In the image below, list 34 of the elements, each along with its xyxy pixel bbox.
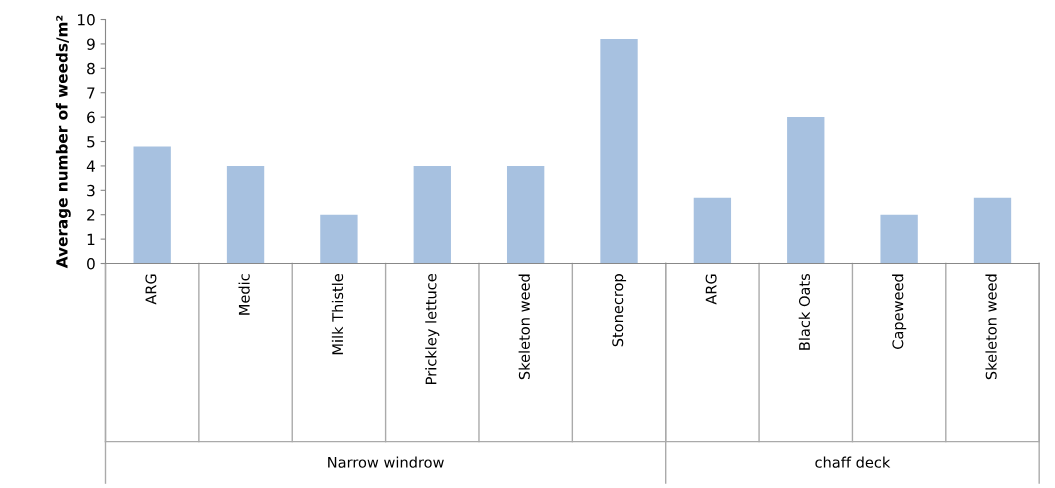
y-tick-label: 5 xyxy=(87,136,95,148)
bar xyxy=(226,165,265,264)
x-tick-label: Milk Thistle xyxy=(331,274,344,355)
bar xyxy=(693,197,732,264)
y-tick-label: 3 xyxy=(87,184,95,197)
y-tick-label: 1 xyxy=(87,233,95,245)
y-tick-label: 2 xyxy=(87,209,95,221)
x-tick-label: Prickley lettuce xyxy=(425,274,440,384)
text: chaff deck xyxy=(815,456,891,468)
bar xyxy=(506,165,545,264)
y-tick-label: 6 xyxy=(87,111,95,124)
bar xyxy=(973,197,1012,264)
bar xyxy=(413,165,451,264)
x-tick-label: ARG xyxy=(145,274,157,305)
x-tick-label: Capeweed xyxy=(892,274,907,349)
bar xyxy=(787,117,825,264)
bar xyxy=(880,214,918,264)
x-tick-label: Black Oats xyxy=(798,273,810,350)
x-tick-label: Skeleton weed xyxy=(985,274,997,380)
x-tick-label: ARG xyxy=(705,274,717,305)
y-axis-title: Average number of weeds/m² xyxy=(55,15,71,269)
y-tick-label: 8 xyxy=(87,62,95,75)
y-tick-label: 9 xyxy=(87,38,95,50)
x-tick-label: Skeleton weed xyxy=(518,274,530,380)
bar xyxy=(600,39,638,264)
y-tick-label: 4 xyxy=(86,160,95,172)
bar xyxy=(320,214,358,264)
y-tick-label: 7 xyxy=(87,87,95,99)
x-tick-label: Stonecrop xyxy=(612,274,627,347)
bar xyxy=(133,146,171,264)
x-tick-label: Medic xyxy=(238,274,250,315)
y-tick-label: 10 xyxy=(78,13,95,26)
y-tick-label: 0 xyxy=(87,257,95,270)
text: Narrow windrow xyxy=(328,456,444,468)
